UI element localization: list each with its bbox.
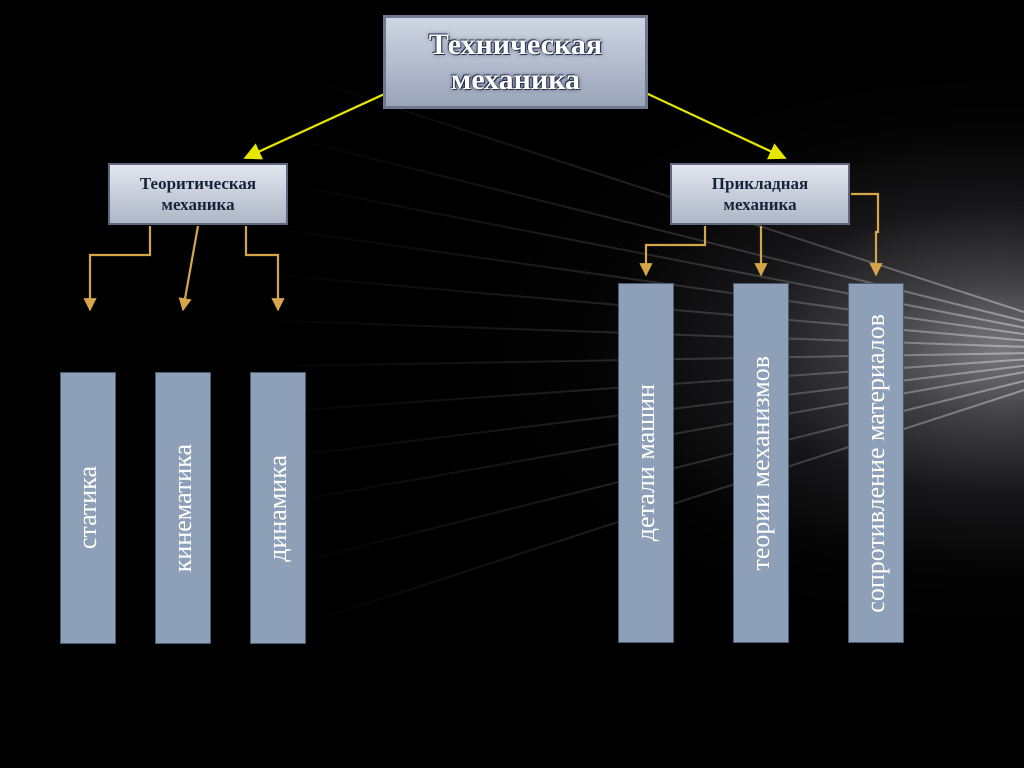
theoretical-line2: механика [140,194,256,215]
leaf-kinematika-label: кинематика [168,444,198,572]
leaf-dinamika: динамика [250,372,306,644]
edge-applied-sopromat [851,194,878,275]
leaf-sopromat-label: сопротивление материалов [861,314,891,613]
leaf-detali-label: детали машин [631,384,661,541]
leaf-dinamika-label: динамика [263,455,293,562]
leaf-kinematika: кинематика [155,372,211,644]
leaf-sopromat: сопротивление материалов [848,283,904,643]
leaf-detali-mashin: детали машин [618,283,674,643]
leaf-statika: статика [60,372,116,644]
edge-theoretical-dinamika [246,226,278,310]
edge-theoretical-statika [90,226,150,310]
node-root: Техническая механика [383,15,648,109]
leaf-statika-label: статика [73,466,103,549]
leaf-teorii-label: теории механизмов [746,356,776,571]
root-title-line2: механика [429,62,602,97]
node-applied: Прикладная механика [670,163,850,225]
node-theoretical: Теоритическая механика [108,163,288,225]
applied-line2: механика [712,194,808,215]
edge-applied-detali [646,226,705,275]
applied-line1: Прикладная [712,173,808,194]
edge-theoretical-kinematika [183,226,198,310]
diagram-canvas: Техническая механика Теоритическая механ… [0,0,1024,768]
leaf-teorii-mehanizmov: теории механизмов [733,283,789,643]
theoretical-line1: Теоритическая [140,173,256,194]
root-title-line1: Техническая [429,27,602,62]
